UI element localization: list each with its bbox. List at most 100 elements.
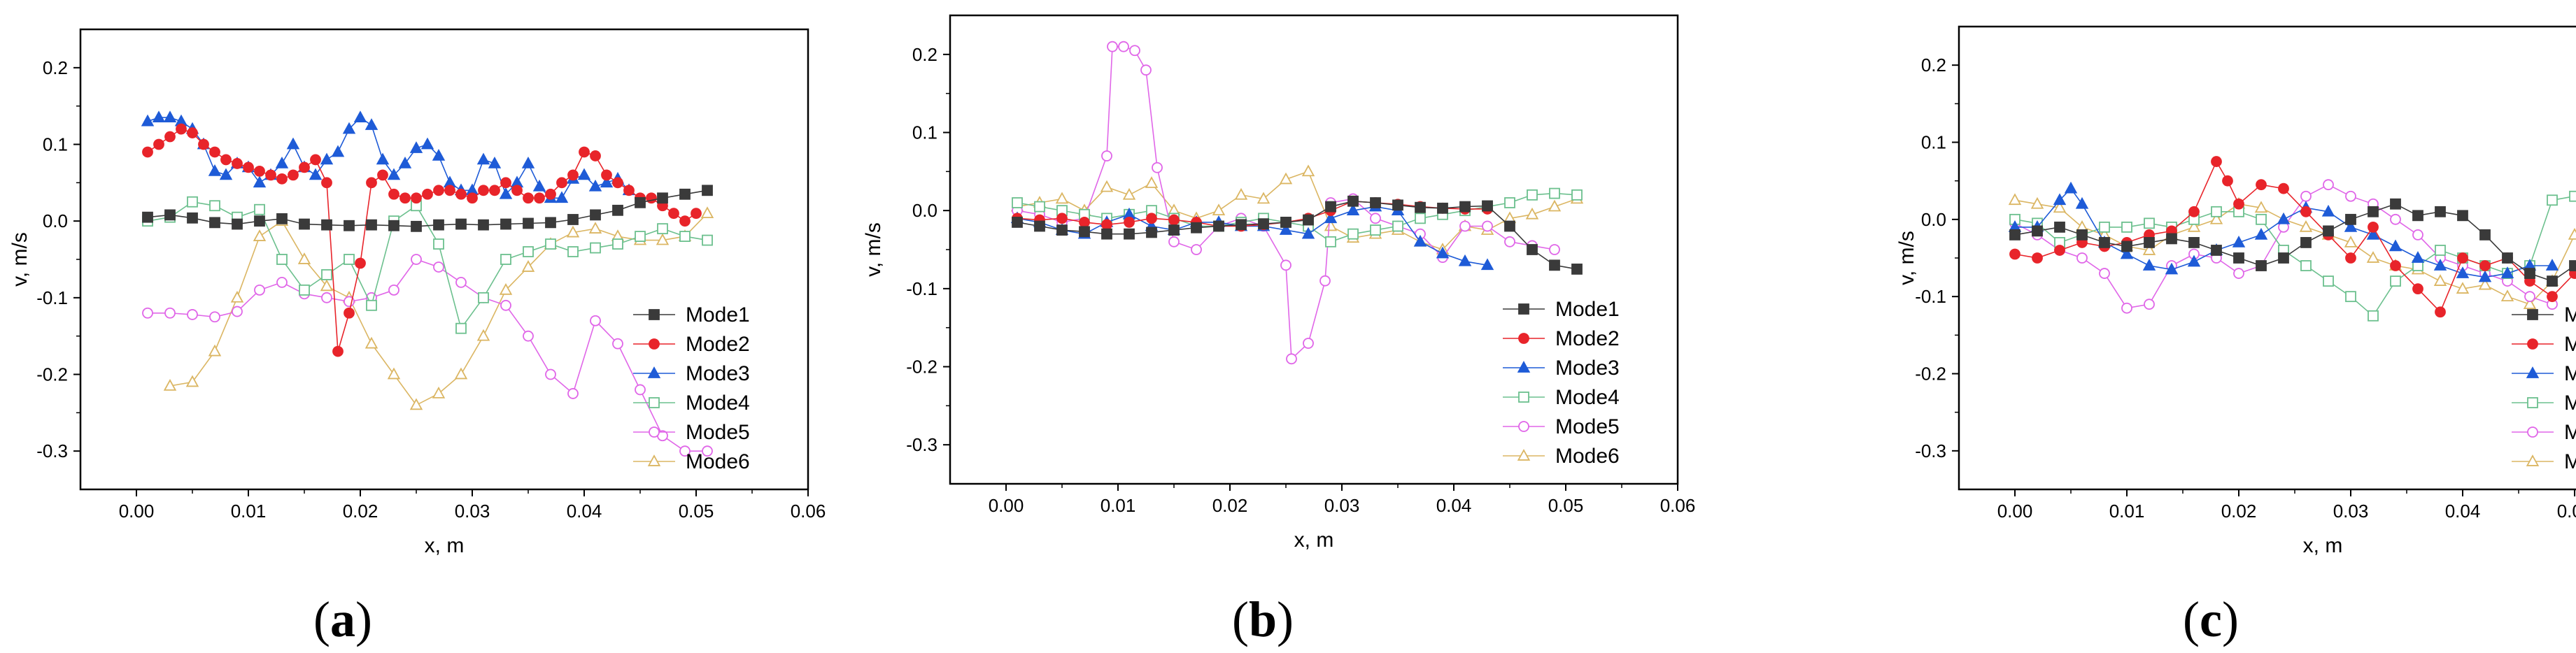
data-point: [321, 219, 332, 231]
data-point: [2300, 190, 2312, 202]
legend-marker: [2527, 426, 2538, 438]
data-point: [623, 185, 635, 196]
x-tick-label: 0.00: [119, 501, 155, 522]
data-point: [478, 185, 489, 196]
y-tick-label: 0.0: [43, 210, 68, 231]
data-point: [2390, 275, 2401, 287]
data-point: [187, 196, 198, 208]
data-point: [1146, 227, 1157, 238]
data-point: [254, 215, 265, 227]
data-point: [2121, 302, 2132, 314]
data-point: [588, 179, 602, 192]
data-point: [344, 254, 355, 265]
data-point: [567, 214, 579, 225]
data-point: [2368, 310, 2379, 322]
data-point: [567, 246, 579, 257]
data-point: [2187, 254, 2201, 267]
data-point: [499, 282, 513, 295]
data-point: [219, 168, 233, 180]
data-point: [265, 169, 276, 181]
data-point: [1279, 223, 1293, 235]
x-tick-label: 0.06: [1660, 495, 1696, 516]
legend-marker: [649, 309, 660, 320]
data-point: [612, 177, 623, 189]
data-point: [1549, 244, 1560, 255]
data-point: [2390, 198, 2401, 210]
data-point: [1257, 192, 1271, 204]
data-point: [679, 445, 691, 457]
data-point: [2456, 266, 2470, 278]
data-point: [1213, 220, 1224, 232]
data-point: [2256, 213, 2267, 225]
legend-label: Mode6: [2564, 450, 2576, 473]
data-point: [1482, 200, 1493, 212]
data-point: [320, 152, 334, 165]
data-point: [409, 398, 423, 410]
data-point: [2435, 306, 2446, 318]
data-point: [500, 177, 511, 189]
data-point: [187, 309, 198, 320]
legend-marker: [649, 338, 660, 350]
data-point: [2411, 251, 2425, 263]
data-point: [2142, 243, 2156, 255]
legend-label: Mode3: [2564, 362, 2576, 385]
caption-paren: ): [1277, 591, 1294, 647]
legend-marker: [647, 454, 661, 466]
data-point: [288, 169, 299, 181]
data-point: [2188, 237, 2200, 248]
data-point: [532, 179, 546, 192]
x-axis-label: x, m: [1294, 529, 1334, 552]
series-line-mode1: [1017, 200, 1578, 270]
data-point: [500, 218, 511, 230]
data-point: [321, 292, 332, 303]
data-point: [1324, 219, 1338, 231]
data-point: [342, 122, 356, 134]
data-point: [2053, 201, 2067, 213]
data-point: [2524, 268, 2535, 279]
data-point: [2433, 274, 2447, 286]
data-point: [432, 149, 446, 161]
data-point: [353, 110, 367, 122]
data-point: [1146, 213, 1157, 224]
series-mode2: [2009, 156, 2576, 318]
data-point: [142, 146, 153, 158]
data-point: [1055, 192, 1069, 204]
data-point: [2233, 268, 2244, 279]
data-point: [2076, 252, 2088, 264]
data-point: [1527, 189, 1538, 201]
data-point: [1480, 258, 1494, 271]
caption-paren: (: [1232, 591, 1249, 647]
data-point: [467, 192, 478, 204]
data-point: [2478, 278, 2492, 290]
data-point: [1549, 187, 1560, 199]
data-point: [1079, 226, 1090, 238]
series-mode1: [142, 185, 713, 232]
data-point: [2366, 251, 2380, 263]
data-point: [1124, 217, 1135, 228]
data-point: [702, 185, 713, 196]
data-point: [433, 261, 444, 273]
data-point: [2344, 236, 2358, 247]
data-point: [476, 152, 490, 165]
legend-label: Mode5: [686, 421, 750, 444]
data-point: [1168, 236, 1180, 247]
chart-panel-3: 0.000.010.020.030.040.050.06-0.3-0.2-0.1…: [1895, 25, 2576, 647]
data-point: [1236, 219, 1247, 231]
series-mode6: [163, 206, 714, 410]
legend-label: Mode3: [686, 362, 750, 385]
y-tick-label: -0.3: [906, 434, 937, 455]
data-point: [444, 185, 455, 196]
data-point: [432, 386, 446, 399]
data-point: [276, 213, 288, 224]
data-point: [1101, 150, 1112, 162]
data-point: [478, 292, 489, 303]
data-point: [377, 169, 388, 181]
data-point: [577, 168, 591, 180]
data-point: [253, 175, 267, 188]
data-point: [2345, 190, 2356, 202]
data-point: [355, 257, 366, 269]
data-point: [500, 254, 511, 265]
data-point: [455, 218, 467, 230]
data-point: [1392, 199, 1403, 211]
data-point: [511, 185, 523, 196]
